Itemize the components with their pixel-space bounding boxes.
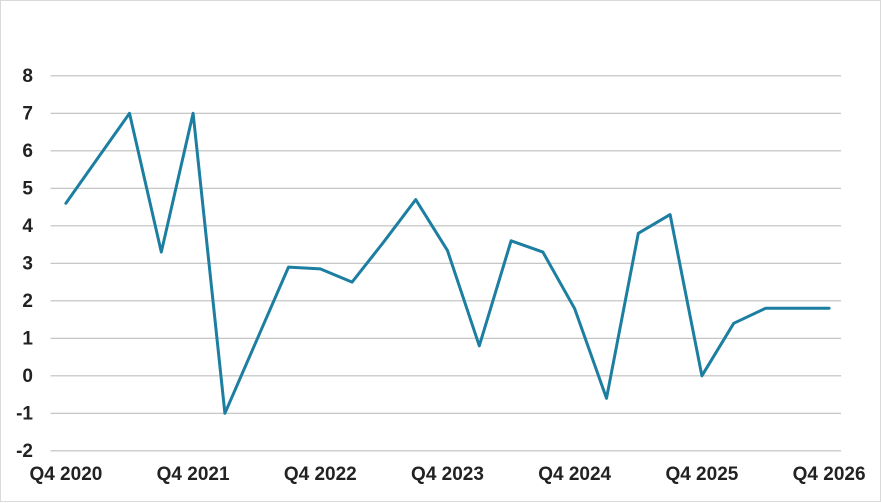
svg-text:1: 1 [22,328,33,349]
svg-text:Q4 2022: Q4 2022 [284,464,357,485]
svg-text:-1: -1 [16,403,33,424]
svg-text:Q4 2024: Q4 2024 [538,464,611,485]
svg-text:Q4 2025: Q4 2025 [665,464,738,485]
svg-text:7: 7 [22,103,33,124]
svg-text:Q4 2026: Q4 2026 [793,464,866,485]
svg-text:8: 8 [22,66,33,87]
svg-text:6: 6 [22,141,33,162]
svg-text:Q4 2021: Q4 2021 [157,464,230,485]
svg-text:5: 5 [22,178,33,199]
svg-text:Q4 2023: Q4 2023 [411,464,484,485]
svg-text:3: 3 [22,253,33,274]
svg-text:2: 2 [22,291,33,312]
svg-text:Q4 2020: Q4 2020 [29,464,102,485]
svg-text:0: 0 [22,366,33,387]
svg-text:-2: -2 [16,441,33,462]
svg-text:4: 4 [22,216,33,237]
